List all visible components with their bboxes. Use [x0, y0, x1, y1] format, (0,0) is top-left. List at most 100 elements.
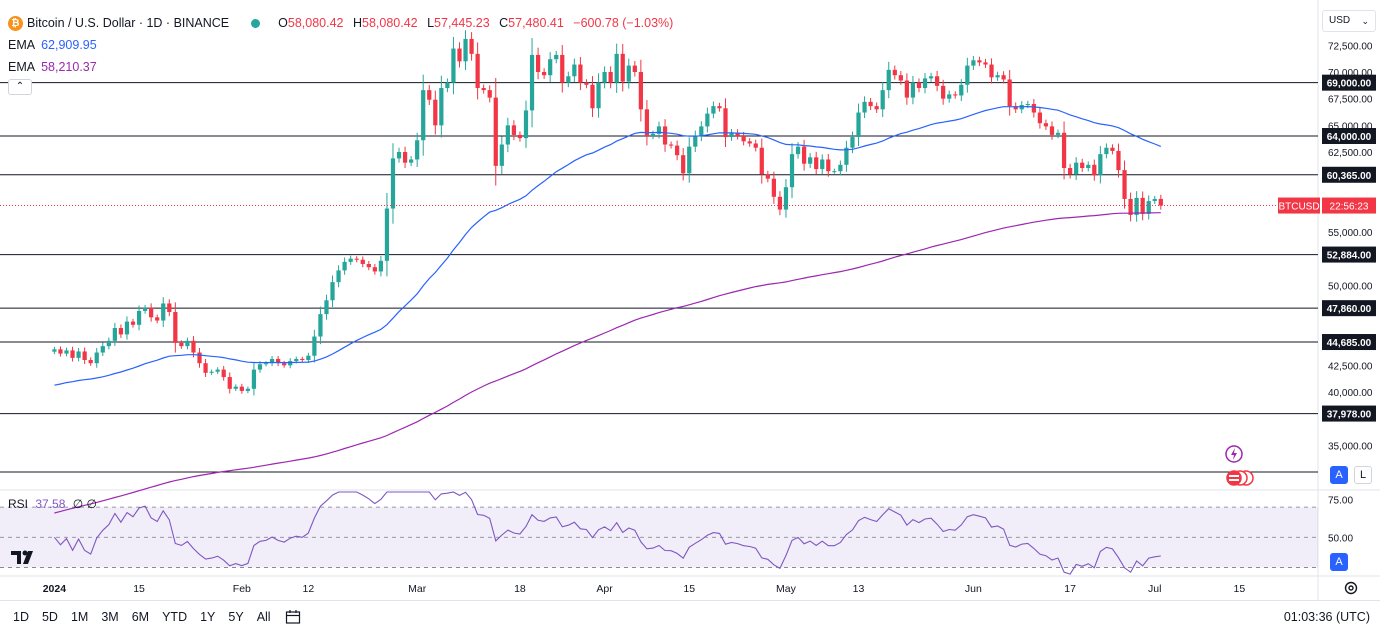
time-tick-label: 18	[514, 583, 526, 595]
countdown-box	[1322, 197, 1376, 214]
ema-slow-value: 58,210.37	[41, 60, 97, 74]
bottom-toolbar: 1D 5D 1M 3M 6M YTD 1Y 5Y All 01:03:36 (U…	[0, 600, 1380, 633]
candle-body	[457, 48, 462, 62]
candle-body	[868, 101, 873, 107]
candle-body	[578, 64, 583, 83]
candle-body	[632, 65, 637, 72]
candle-body	[687, 146, 692, 174]
candle-body	[306, 355, 311, 360]
price-tick-label: 40,000.00	[1328, 388, 1373, 399]
candle-body	[529, 54, 535, 111]
ema-fast-legend[interactable]: EMA 62,909.95	[8, 38, 97, 52]
candle-body	[100, 346, 105, 353]
range-1d[interactable]: 1D	[13, 610, 29, 624]
candle-body	[934, 76, 940, 86]
rsi-line	[53, 491, 1161, 575]
rsi-tick-label: 75.00	[1328, 496, 1353, 507]
candle-body	[330, 282, 335, 301]
range-all[interactable]: All	[256, 610, 271, 624]
candle-body	[959, 84, 964, 96]
range-6m[interactable]: 6M	[131, 610, 150, 624]
candle-body	[130, 321, 136, 325]
candle-body	[336, 270, 341, 283]
range-ytd[interactable]: YTD	[162, 610, 188, 624]
candle-body	[312, 336, 317, 356]
range-5d[interactable]: 5D	[41, 610, 58, 624]
level-label: 47,860.00	[1327, 304, 1372, 315]
ema-fast-line	[54, 105, 1162, 386]
candle-body	[409, 159, 414, 163]
candle-body	[983, 62, 988, 65]
candle-body	[1074, 162, 1079, 175]
candle-body	[723, 108, 728, 138]
ohlc-values: O58,080.42 H58,080.42 L57,445.23 C57,480…	[278, 16, 674, 30]
price-tick-label: 72,500.00	[1328, 41, 1373, 52]
candle-body	[729, 132, 734, 138]
rsi-tick-label: 50.00	[1328, 533, 1353, 544]
candle-body	[626, 65, 631, 82]
time-tick-label: Jul	[1148, 583, 1161, 595]
rsi-legend[interactable]: RSI 37.58 ∅ ∅	[8, 497, 97, 511]
candle-body	[693, 136, 698, 147]
candle-body	[554, 54, 559, 60]
candle-body	[263, 363, 269, 365]
level-label: 52,884.00	[1327, 251, 1372, 262]
high-value: 58,080.42	[362, 16, 418, 30]
candle-body	[977, 60, 982, 63]
market-status-icon	[251, 18, 261, 28]
candle-body	[227, 377, 232, 389]
candles-group	[52, 30, 1163, 396]
candle-body	[499, 144, 504, 166]
candle-body	[76, 351, 81, 358]
candle-body	[1092, 164, 1097, 176]
level-label: 60,365.00	[1327, 171, 1372, 182]
candle-body	[445, 82, 450, 88]
time-tick-label: Feb	[233, 583, 251, 595]
candle-body	[191, 340, 196, 353]
calendar-range-icon[interactable]	[285, 609, 301, 625]
level-label: 44,685.00	[1327, 338, 1372, 349]
candle-body	[142, 307, 148, 311]
candle-body	[415, 140, 420, 160]
candle-body	[862, 101, 867, 113]
collapse-legend-button[interactable]: ⌃	[8, 79, 32, 95]
candle-body	[58, 349, 63, 354]
auto-scale-button[interactable]: A	[1330, 466, 1348, 484]
event-markers[interactable]	[1224, 444, 1264, 488]
range-5y[interactable]: 5Y	[228, 610, 244, 624]
candle-body	[856, 112, 861, 138]
price-tick-label: 42,500.00	[1328, 361, 1373, 372]
ema-slow-line	[54, 212, 1161, 514]
low-value: 57,445.23	[434, 16, 490, 30]
level-label: 37,978.00	[1327, 410, 1372, 421]
currency-selector[interactable]: USD ⌄	[1322, 10, 1376, 32]
price-chart[interactable]: 72,500.00 70,000.00 67,500.00 65,000.00 62,5…	[0, 0, 1380, 600]
rsi-value: 37.58	[35, 497, 66, 511]
candle-body	[112, 328, 117, 341]
range-1y[interactable]: 1Y	[200, 610, 216, 624]
level-label-box	[1322, 166, 1376, 183]
candle-body	[421, 90, 426, 141]
candle-body	[898, 75, 903, 81]
candle-body	[88, 360, 93, 364]
time-tick-label: Mar	[408, 583, 427, 595]
time-tick-label: Apr	[596, 583, 613, 595]
rsi-auto-scale-button[interactable]: A	[1330, 553, 1348, 571]
candle-body	[342, 261, 347, 271]
log-scale-button[interactable]: L	[1354, 466, 1372, 484]
utc-clock[interactable]: 01:03:36 (UTC)	[1283, 610, 1370, 624]
gear-icon[interactable]	[1343, 580, 1359, 596]
candle-body	[239, 386, 244, 391]
symbol-title[interactable]: Bitcoin / U.S. Dollar · 1D · BINANCE	[27, 16, 230, 30]
candle-body	[735, 132, 740, 136]
range-1m[interactable]: 1M	[70, 610, 89, 624]
candle-body	[989, 64, 994, 78]
candle-body	[493, 97, 498, 166]
candle-body	[372, 267, 377, 272]
range-3m[interactable]: 3M	[101, 610, 119, 624]
candle-body	[348, 258, 353, 262]
candle-body	[360, 259, 365, 264]
candle-body	[469, 38, 474, 54]
time-tick-label: 15	[133, 583, 145, 595]
ema-slow-legend[interactable]: EMA 58,210.37	[8, 60, 97, 74]
